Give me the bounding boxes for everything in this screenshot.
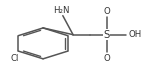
Text: Cl: Cl	[11, 54, 19, 63]
Text: O: O	[103, 54, 110, 63]
Text: H₂N: H₂N	[53, 6, 70, 15]
Text: OH: OH	[129, 30, 142, 39]
Text: S: S	[104, 30, 110, 40]
Text: O: O	[103, 7, 110, 16]
